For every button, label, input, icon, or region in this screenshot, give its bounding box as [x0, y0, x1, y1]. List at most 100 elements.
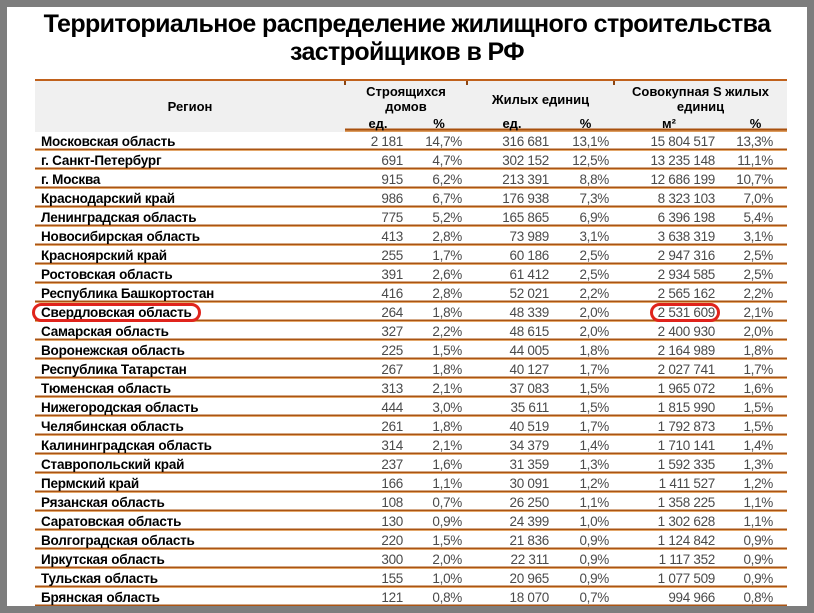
cell-value: 0,8%	[579, 610, 609, 613]
value-cell: 0,9%	[557, 550, 615, 569]
cell-value: 2 947 316	[657, 247, 716, 263]
cell-value: 2,5%	[743, 266, 774, 282]
cell-value: 3,1%	[579, 228, 610, 244]
cell-value: 1 710 141	[657, 437, 716, 453]
value-cell: 1,4%	[724, 436, 788, 455]
region-cell: Красноярский край	[35, 246, 345, 265]
cell-value: 1,7%	[579, 418, 610, 434]
value-cell: 130	[345, 512, 411, 531]
cell-value: 12 686 199	[650, 171, 716, 187]
cell-value: 18 070	[509, 589, 550, 605]
cell-value: 0,9%	[432, 513, 462, 529]
region-name: Ленинградская область	[41, 209, 197, 225]
page-title-line-2: застройщиков в РФ	[289, 38, 525, 66]
cell-value: 2,5%	[743, 247, 774, 263]
cell-value: 1,4%	[579, 437, 610, 453]
value-cell: 2,0%	[557, 303, 615, 322]
region-name: Саратовская область	[41, 513, 182, 529]
table-row: Тульская область 155 1,0% 20 965 0,9% 1 077 5…	[35, 569, 788, 588]
value-cell: 34 379	[467, 436, 557, 455]
value-cell: 302 152	[467, 151, 557, 170]
value-cell: 1,8%	[411, 417, 467, 436]
cell-value: 12,5%	[572, 152, 610, 168]
value-cell: 40 519	[467, 417, 557, 436]
value-cell: 1,5%	[557, 379, 615, 398]
cell-value: 2,1%	[432, 380, 462, 396]
value-cell: 313	[345, 379, 411, 398]
cell-value: 176 938	[502, 190, 549, 206]
subheader-houses-pct: %	[411, 117, 467, 132]
value-cell: 0,7%	[411, 493, 467, 512]
value-cell: 1,8%	[724, 341, 788, 360]
cell-value: 0,7%	[432, 494, 462, 510]
cell-value: 1,7%	[743, 361, 774, 377]
value-cell: 2,2%	[557, 284, 615, 303]
cell-value: 1 792 873	[657, 418, 716, 434]
region-cell: Брянская область	[35, 588, 345, 606]
table-row: Тюменская область 313 2,1% 37 083 1,5% 1 965 …	[35, 379, 788, 398]
value-cell: 2,5%	[557, 246, 615, 265]
region-name: г. Москва	[41, 171, 101, 187]
table-row: г. Санкт-Петербург 691 4,7% 302 152 12,5% 13 …	[35, 151, 788, 170]
value-cell: 267	[345, 360, 411, 379]
cell-value: 267	[381, 361, 403, 377]
cell-value: 316 681	[502, 133, 549, 149]
cell-value: 73 989	[509, 228, 550, 244]
value-cell: 314	[345, 436, 411, 455]
cell-value: 1 302 628	[657, 513, 716, 529]
value-cell: 1,3%	[557, 455, 615, 474]
table-header: Регион Строящихся домов Жилых единиц Сов…	[35, 80, 788, 132]
region-name: Московская область	[41, 133, 176, 149]
region-name: Калининградская область	[41, 437, 212, 453]
value-cell: 1,1%	[724, 493, 788, 512]
value-cell: 21 836	[467, 531, 557, 550]
cell-value: 48 339	[509, 304, 550, 320]
value-cell: 13 235 148	[614, 151, 725, 170]
cell-value: 1 965 072	[657, 380, 716, 396]
cell-value: 7,0%	[743, 190, 774, 206]
value-cell: 2,2%	[411, 322, 467, 341]
region-name: Пермский край	[41, 475, 139, 491]
region-name: Нижегородская область	[41, 399, 199, 415]
region-cell: г. Москва	[35, 170, 345, 189]
region-name: Республика Татарстан	[41, 361, 187, 377]
cell-value: 1,1%	[743, 513, 774, 529]
region-cell: Волгоградская область	[35, 531, 345, 550]
table-row: Московская область 2 181 14,7% 316 681 13,1%…	[35, 132, 788, 151]
cell-value: 0,8%	[743, 589, 774, 605]
cell-value: 14,7%	[425, 133, 462, 149]
cell-value: 3,0%	[432, 399, 462, 415]
subheader-area-m2: м²	[614, 117, 725, 132]
cell-value: 691	[381, 152, 403, 168]
value-cell: 6,2%	[411, 170, 467, 189]
cell-value: 2,6%	[432, 266, 462, 282]
cell-value: 2,5%	[579, 266, 610, 282]
cell-value: 61 412	[509, 266, 550, 282]
cell-value: 1,7%	[579, 361, 610, 377]
cell-value: 237	[381, 456, 403, 472]
cell-value: 1,5%	[743, 418, 774, 434]
value-cell: 2,1%	[411, 436, 467, 455]
value-cell: 8 323 103	[614, 189, 725, 208]
cell-value: 213 391	[502, 171, 549, 187]
cell-value: 24 399	[509, 513, 550, 529]
table-row: Свердловская область 264 1,8% 48 339 2,0% 2 5…	[32, 302, 788, 322]
value-cell: 1,7%	[724, 360, 788, 379]
value-cell: 0,7%	[557, 588, 615, 606]
cell-value: 2,2%	[743, 285, 774, 301]
subheader-houses-units: ед.	[345, 117, 411, 132]
value-cell: 165 865	[467, 208, 557, 227]
value-cell: 2,8%	[411, 227, 467, 246]
region-cell: Тюменская область	[35, 379, 345, 398]
value-cell: 5,2%	[411, 208, 467, 227]
cell-value: 0,9%	[579, 570, 610, 586]
value-cell: 775	[345, 208, 411, 227]
value-cell: 1,2%	[724, 474, 788, 493]
value-cell: 11,1%	[724, 151, 788, 170]
value-cell: 1,7%	[557, 417, 615, 436]
cell-value: 1,8%	[579, 342, 610, 358]
cell-value: 416	[381, 285, 403, 301]
value-cell: 225	[345, 341, 411, 360]
cell-value: 314	[381, 437, 403, 453]
cell-value: 0,9%	[743, 532, 774, 548]
